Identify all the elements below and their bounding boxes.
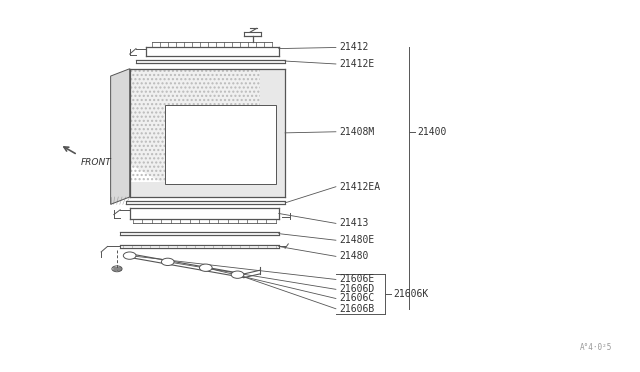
Polygon shape — [164, 105, 276, 184]
Polygon shape — [260, 69, 285, 197]
Text: 21606D: 21606D — [339, 284, 374, 294]
Polygon shape — [111, 69, 130, 204]
Text: 21480: 21480 — [339, 251, 369, 262]
Text: 21408M: 21408M — [339, 127, 374, 137]
Text: 21606C: 21606C — [339, 294, 374, 304]
Text: 21400: 21400 — [417, 127, 447, 137]
Text: A°4·0²5: A°4·0²5 — [579, 343, 612, 352]
Text: 21480E: 21480E — [339, 235, 374, 245]
Text: 21412E: 21412E — [339, 59, 374, 69]
Text: FRONT: FRONT — [81, 158, 111, 167]
Text: 21412EA: 21412EA — [339, 182, 380, 192]
Circle shape — [231, 271, 244, 278]
Polygon shape — [130, 182, 260, 197]
Circle shape — [161, 258, 174, 266]
Circle shape — [124, 252, 136, 259]
Text: 21413: 21413 — [339, 218, 369, 228]
Polygon shape — [130, 69, 285, 197]
Text: 21412: 21412 — [339, 42, 369, 52]
Text: 21606E: 21606E — [339, 275, 374, 285]
Circle shape — [200, 264, 212, 272]
Text: 21606B: 21606B — [339, 304, 374, 314]
Text: 21606K: 21606K — [393, 289, 428, 299]
